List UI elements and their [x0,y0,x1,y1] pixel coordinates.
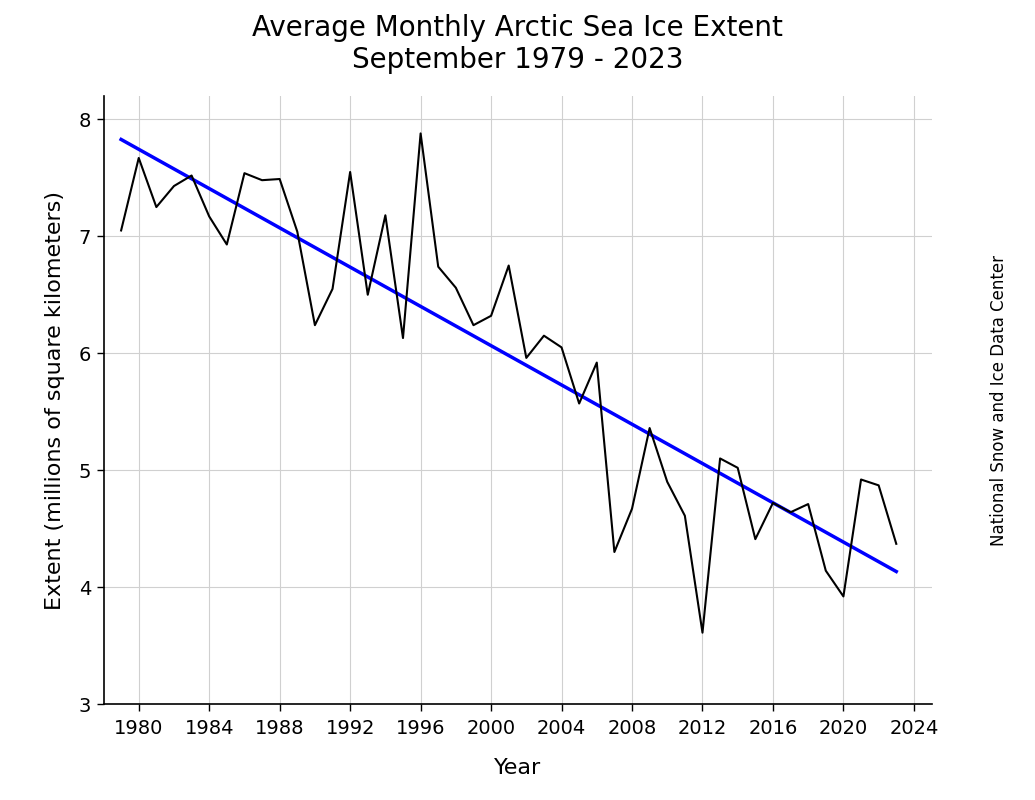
Y-axis label: Extent (millions of square kilometers): Extent (millions of square kilometers) [45,190,64,610]
Text: National Snow and Ice Data Center: National Snow and Ice Data Center [989,254,1008,546]
Title: Average Monthly Arctic Sea Ice Extent
September 1979 - 2023: Average Monthly Arctic Sea Ice Extent Se… [253,14,782,74]
X-axis label: Year: Year [494,758,541,778]
